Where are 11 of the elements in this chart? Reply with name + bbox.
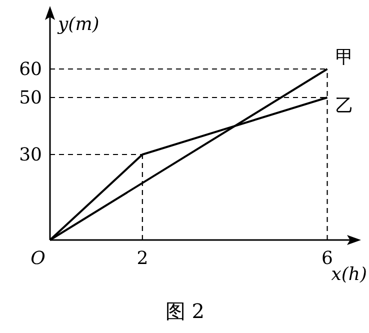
x-tick-label: 6 xyxy=(322,248,333,269)
series-label: 乙 xyxy=(335,96,354,116)
series-label: 甲 xyxy=(335,47,354,68)
y-tick-label: 50 xyxy=(19,88,42,108)
y-axis-title: y(m) xyxy=(57,14,100,35)
x-axis-title: x(h) xyxy=(331,264,367,285)
y-tick-label: 30 xyxy=(19,144,42,166)
x-tick-label: 2 xyxy=(136,248,148,269)
annotation: O xyxy=(30,248,46,269)
y-tick-label: 60 xyxy=(19,59,42,80)
caption: 图 2 xyxy=(165,299,205,323)
